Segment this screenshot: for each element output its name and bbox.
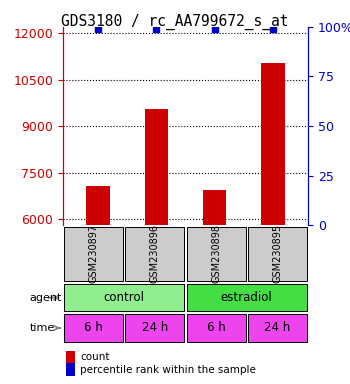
- Text: 24 h: 24 h: [142, 321, 168, 334]
- FancyBboxPatch shape: [248, 227, 307, 281]
- Text: GSM230898: GSM230898: [211, 224, 221, 283]
- FancyBboxPatch shape: [64, 284, 184, 311]
- Text: time: time: [29, 323, 60, 333]
- Bar: [203, 190, 226, 225]
- Bar: [66, 351, 75, 364]
- Text: control: control: [104, 291, 145, 304]
- Text: count: count: [80, 352, 110, 362]
- Text: GDS3180 / rc_AA799672_s_at: GDS3180 / rc_AA799672_s_at: [61, 13, 289, 30]
- FancyBboxPatch shape: [187, 314, 245, 341]
- FancyBboxPatch shape: [64, 227, 123, 281]
- FancyBboxPatch shape: [248, 314, 307, 341]
- Bar: [86, 187, 110, 225]
- Bar: [261, 63, 285, 225]
- Text: GSM230895: GSM230895: [272, 224, 282, 283]
- FancyBboxPatch shape: [64, 314, 123, 341]
- Bar: [145, 109, 168, 225]
- Text: agent: agent: [29, 293, 62, 303]
- Text: estradiol: estradiol: [221, 291, 273, 304]
- Text: 24 h: 24 h: [264, 321, 290, 334]
- FancyBboxPatch shape: [125, 227, 184, 281]
- Text: GSM230897: GSM230897: [89, 224, 99, 283]
- Text: percentile rank within the sample: percentile rank within the sample: [80, 365, 256, 375]
- Bar: [66, 364, 75, 376]
- Text: GSM230896: GSM230896: [150, 224, 160, 283]
- Text: 6 h: 6 h: [84, 321, 103, 334]
- FancyBboxPatch shape: [125, 314, 184, 341]
- FancyBboxPatch shape: [187, 227, 245, 281]
- Text: 6 h: 6 h: [207, 321, 225, 334]
- FancyBboxPatch shape: [187, 284, 307, 311]
